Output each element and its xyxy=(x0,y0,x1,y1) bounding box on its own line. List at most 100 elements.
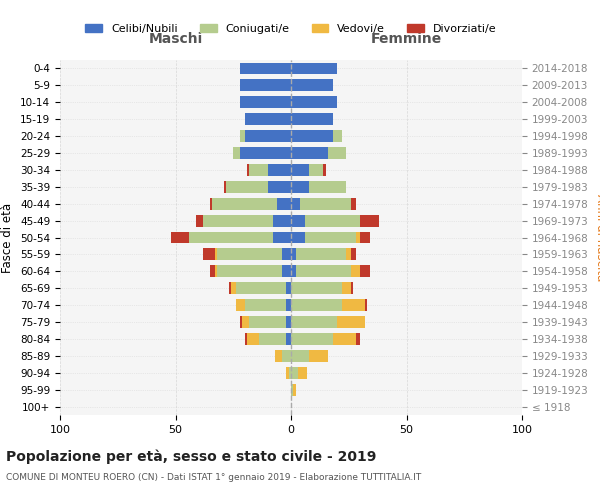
Bar xyxy=(291,232,305,243)
Bar xyxy=(268,181,291,192)
Bar xyxy=(289,367,291,378)
Bar xyxy=(291,282,342,294)
Text: Popolazione per età, sesso e stato civile - 2019: Popolazione per età, sesso e stato civil… xyxy=(6,450,376,464)
Bar xyxy=(291,164,310,176)
Bar xyxy=(210,198,212,209)
Bar xyxy=(190,232,272,243)
Bar xyxy=(286,282,291,294)
Bar xyxy=(229,282,231,294)
Bar xyxy=(291,350,310,362)
Bar xyxy=(240,80,291,92)
Bar xyxy=(286,367,289,378)
Bar xyxy=(351,266,360,277)
Bar xyxy=(291,62,337,74)
Bar xyxy=(240,147,291,159)
Bar xyxy=(305,232,356,243)
Bar xyxy=(291,181,310,192)
Bar xyxy=(282,350,291,362)
Bar xyxy=(245,333,247,345)
Bar xyxy=(323,164,326,176)
Bar xyxy=(291,316,337,328)
Bar xyxy=(332,333,356,345)
Bar xyxy=(337,316,365,328)
Bar xyxy=(291,147,328,159)
Legend: Celibi/Nubili, Coniugati/e, Vedovi/e, Divorziati/e: Celibi/Nubili, Coniugati/e, Vedovi/e, Di… xyxy=(81,20,501,38)
Bar xyxy=(293,384,296,396)
Bar xyxy=(224,181,226,192)
Bar xyxy=(250,164,268,176)
Bar xyxy=(291,367,298,378)
Bar xyxy=(212,198,277,209)
Bar xyxy=(360,214,379,226)
Bar xyxy=(272,232,291,243)
Bar xyxy=(291,114,332,125)
Bar xyxy=(215,266,217,277)
Bar xyxy=(233,147,240,159)
Bar xyxy=(332,130,342,142)
Bar xyxy=(272,214,291,226)
Bar xyxy=(203,214,272,226)
Bar xyxy=(242,316,250,328)
Bar xyxy=(351,282,353,294)
Bar xyxy=(291,214,305,226)
Bar xyxy=(226,181,268,192)
Bar xyxy=(291,384,293,396)
Bar xyxy=(291,299,342,311)
Bar xyxy=(342,299,365,311)
Bar xyxy=(291,248,296,260)
Bar xyxy=(231,282,236,294)
Y-axis label: Fasce di età: Fasce di età xyxy=(1,202,14,272)
Bar xyxy=(310,164,323,176)
Text: COMUNE DI MONTEU ROERO (CN) - Dati ISTAT 1° gennaio 2019 - Elaborazione TUTTITAL: COMUNE DI MONTEU ROERO (CN) - Dati ISTAT… xyxy=(6,472,421,482)
Bar xyxy=(356,232,360,243)
Text: Femmine: Femmine xyxy=(371,32,442,46)
Bar xyxy=(365,299,367,311)
Bar xyxy=(240,96,291,108)
Bar xyxy=(360,232,370,243)
Bar xyxy=(247,333,259,345)
Bar xyxy=(236,282,286,294)
Bar xyxy=(300,198,351,209)
Bar xyxy=(240,62,291,74)
Bar xyxy=(236,299,245,311)
Bar xyxy=(291,130,332,142)
Text: Maschi: Maschi xyxy=(148,32,203,46)
Bar xyxy=(245,130,291,142)
Bar xyxy=(247,164,250,176)
Bar xyxy=(245,299,286,311)
Bar xyxy=(268,164,291,176)
Bar xyxy=(286,299,291,311)
Bar xyxy=(351,198,356,209)
Bar xyxy=(240,316,242,328)
Bar xyxy=(286,333,291,345)
Bar xyxy=(310,350,328,362)
Bar xyxy=(277,198,291,209)
Bar xyxy=(296,266,351,277)
Bar xyxy=(291,96,337,108)
Bar xyxy=(346,248,351,260)
Bar xyxy=(259,333,286,345)
Bar xyxy=(203,248,215,260)
Bar xyxy=(291,333,332,345)
Bar xyxy=(298,367,307,378)
Bar xyxy=(291,266,296,277)
Bar xyxy=(171,232,190,243)
Bar xyxy=(196,214,203,226)
Y-axis label: Anni di nascita: Anni di nascita xyxy=(594,194,600,281)
Bar xyxy=(217,248,282,260)
Bar xyxy=(328,147,346,159)
Bar xyxy=(305,214,360,226)
Bar xyxy=(282,248,291,260)
Bar xyxy=(240,130,245,142)
Bar xyxy=(250,316,286,328)
Bar xyxy=(275,350,282,362)
Bar xyxy=(291,198,300,209)
Bar xyxy=(310,181,346,192)
Bar xyxy=(215,248,217,260)
Bar xyxy=(210,266,215,277)
Bar xyxy=(342,282,351,294)
Bar xyxy=(351,248,356,260)
Bar xyxy=(282,266,291,277)
Bar xyxy=(245,114,291,125)
Bar xyxy=(286,316,291,328)
